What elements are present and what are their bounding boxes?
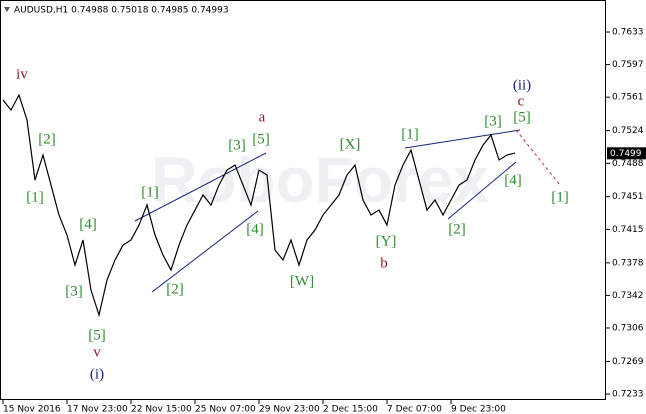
trend-line [134, 152, 267, 222]
x-tick-label: 17 Nov 23:00 [67, 405, 128, 414]
header: AUDUSD,H1 0.74988 0.75018 0.74985 0.7499… [14, 6, 229, 16]
wave-label: [3] [65, 283, 83, 299]
wave-label: [2] [448, 221, 466, 237]
wave-label: [1] [551, 189, 569, 205]
y-tick-label: 0.7269 [612, 357, 644, 367]
x-tick-label: 2 Dec 15:00 [323, 405, 378, 414]
y-tick-label: 0.7451 [612, 192, 644, 202]
current-price-label: 0.7499 [610, 149, 642, 159]
price-line [2, 93, 516, 318]
x-tick-label: 9 Dec 23:00 [451, 405, 506, 414]
watermark: RoboForex [151, 144, 489, 216]
wave-label: [1] [26, 189, 44, 205]
current-price-box [607, 147, 646, 160]
x-tick-label: 15 Nov 2016 [3, 405, 61, 414]
y-tick-label: 0.7561 [612, 93, 644, 103]
wave-label: [1] [141, 184, 159, 200]
wave-label: [5] [88, 327, 106, 343]
wave-label: [X] [340, 136, 361, 152]
trend-line [151, 210, 259, 293]
y-tick-label: 0.7488 [612, 159, 644, 169]
wave-label: [5] [513, 109, 531, 125]
x-tick-label: 25 Nov 07:00 [195, 405, 256, 414]
x-tick-label: 22 Nov 15:00 [131, 405, 192, 414]
y-tick-label: 0.7378 [612, 258, 644, 268]
header-icon [4, 7, 10, 12]
wave-label: [Y] [376, 233, 397, 249]
y-tick-label: 0.7306 [612, 323, 644, 333]
wave-label: a [259, 109, 266, 125]
y-tick-label: 0.7233 [612, 390, 644, 400]
plot-frame [0, 0, 606, 400]
wave-label: [1] [401, 126, 419, 142]
wave-label: [4] [504, 172, 522, 188]
wave-label: [4] [246, 221, 264, 237]
trend-line [447, 161, 517, 220]
wave-label: [4] [79, 216, 97, 232]
trend-line [404, 129, 521, 149]
wave-label: [3] [228, 137, 246, 153]
y-tick-label: 0.7524 [612, 126, 644, 136]
wave-label: v [93, 344, 101, 360]
x-tick-label: 29 Nov 23:00 [259, 405, 320, 414]
wave-label: [2] [166, 281, 184, 297]
wave-label: b [380, 255, 388, 271]
y-tick-label: 0.7597 [612, 60, 644, 70]
y-tick-label: 0.7342 [612, 291, 644, 301]
wave-label: c [518, 93, 525, 109]
wave-label: [3] [484, 113, 502, 129]
wave-label: (ii) [513, 77, 531, 93]
wave-label: [W] [290, 273, 314, 289]
wave-label: [2] [38, 131, 56, 147]
y-tick-label: 0.7415 [612, 225, 644, 235]
wave-label: iv [16, 66, 28, 82]
wave-label: (i) [90, 366, 104, 382]
wave-label: [5] [252, 131, 270, 147]
y-tick-label: 0.7633 [612, 28, 644, 38]
x-tick-label: 7 Dec 07:00 [387, 405, 442, 414]
